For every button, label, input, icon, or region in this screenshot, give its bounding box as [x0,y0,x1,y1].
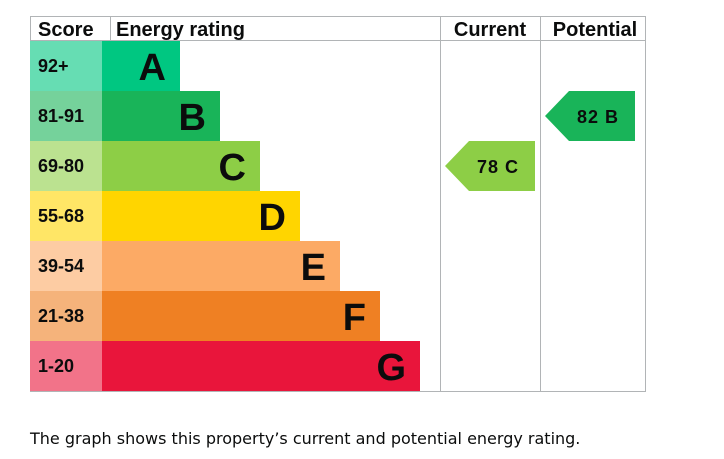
rating-letter-c: C [219,147,246,189]
score-cell-c [30,141,102,191]
band-b: 81-91 B [30,91,220,141]
potential-header: Potential [553,19,637,41]
rating-bar-f [102,291,380,341]
rating-bar-b [102,91,220,141]
energy-rating-chart: Score Energy rating Current Potential 92… [30,16,646,392]
score-range-b: 81-91 [38,106,84,126]
potential-rating-arrow-shape [545,91,635,141]
score-cell-a [30,41,102,91]
rating-bar-g [102,341,420,391]
rating-bar-d [102,191,300,241]
band-f: 21-38 F [30,291,380,341]
rating-letter-b: B [179,97,206,139]
chart-grid [30,16,646,392]
band-g: 1-20 G [30,341,420,391]
rating-bar-e [102,241,340,291]
score-range-f: 21-38 [38,306,84,326]
current-rating-arrow-label: 78 C [477,157,519,177]
score-cell-f [30,291,102,341]
rating-letter-d: D [259,197,286,239]
rating-letter-f: F [343,297,366,339]
energy-rating-header: Energy rating [116,19,245,41]
current-rating-arrow: 78 C [445,141,535,191]
score-cell-b [30,91,102,141]
band-a: 92+ A [30,41,180,91]
score-header: Score [38,19,94,41]
score-cell-d [30,191,102,241]
rating-bar-c [102,141,260,191]
potential-rating-arrow: 82 B [545,91,635,141]
current-rating-arrow-shape [445,141,535,191]
rating-bar-a [102,41,180,91]
score-cell-g [30,341,102,391]
score-range-c: 69-80 [38,156,84,176]
score-cell-e [30,241,102,291]
chart-caption: The graph shows this property’s current … [30,429,581,448]
rating-letter-g: G [376,347,406,389]
band-c: 69-80 C [30,141,260,191]
rating-letter-a: A [139,47,166,89]
current-header: Current [454,19,527,41]
score-range-e: 39-54 [38,256,84,276]
rating-letter-e: E [301,247,326,289]
potential-rating-arrow-label: 82 B [577,107,619,127]
score-range-d: 55-68 [38,206,84,226]
score-range-g: 1-20 [38,356,74,376]
score-range-a: 92+ [38,56,69,76]
band-d: 55-68 D [30,191,300,241]
band-e: 39-54 E [30,241,340,291]
